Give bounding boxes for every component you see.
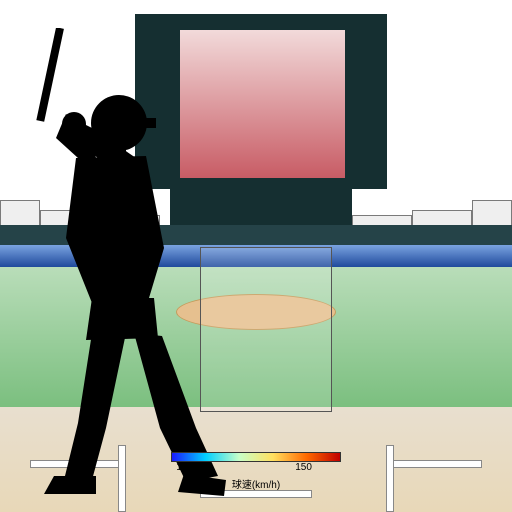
colorbar-axis-label: 球速(km/h) (171, 476, 341, 491)
colorbar-tick: 150 (295, 462, 312, 473)
colorbar-gradient (171, 452, 341, 462)
pitch-location-scene: 100 150 球速(km/h) (0, 0, 512, 512)
pitch-speed-colorbar: 100 150 球速(km/h) (171, 452, 341, 491)
plate-line (392, 460, 482, 468)
batter-silhouette (0, 28, 226, 498)
colorbar-ticks: 100 150 (171, 462, 341, 476)
plate-line (386, 445, 394, 512)
colorbar-tick: 100 (176, 462, 193, 473)
